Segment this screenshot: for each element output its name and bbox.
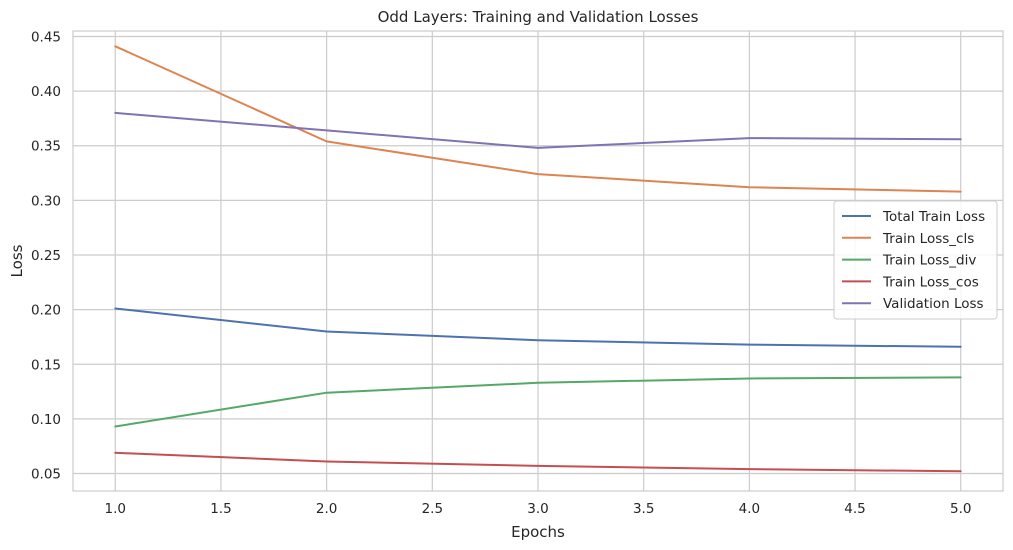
legend-label: Train Loss_cos: [882, 274, 979, 290]
y-tick-label: 0.15: [31, 357, 61, 373]
y-tick-label: 0.30: [31, 193, 61, 209]
y-tick-label: 0.05: [31, 467, 61, 483]
x-tick-label: 3.0: [527, 501, 548, 517]
x-tick-label: 2.0: [316, 501, 337, 517]
legend-box: [833, 200, 998, 320]
x-tick-label: 3.5: [633, 501, 654, 517]
plot-frame: [72, 30, 1004, 492]
legend-label: Validation Loss: [883, 296, 984, 312]
legend-label: Train Loss_div: [882, 253, 976, 269]
series-line-4: [114, 111, 962, 149]
x-tick-label: 2.5: [422, 501, 443, 517]
series-line-2: [114, 376, 962, 428]
x-tick-label: 1.5: [210, 501, 231, 517]
x-tick-label: 4.5: [844, 501, 865, 517]
series-line-3: [114, 451, 962, 473]
x-tick-label: 5.0: [950, 501, 971, 517]
series-line-0: [114, 307, 962, 348]
y-tick-label: 0.40: [31, 84, 61, 100]
y-tick-label: 0.20: [31, 303, 61, 319]
x-tick-labels: 1.0 1.5 2.0 2.5 3.0 3.5 4.0 4.5 5.0: [105, 501, 972, 517]
chart-title: Odd Layers: Training and Validation Loss…: [378, 8, 699, 26]
y-tick-label: 0.35: [31, 139, 61, 155]
y-tick-label: 0.45: [31, 29, 61, 45]
y-tick-labels: 0.05 0.10 0.15 0.20 0.25 0.30 0.35 0.40 0.45: [31, 29, 61, 482]
y-axis-title: Loss: [8, 244, 26, 277]
y-tick-label: 0.25: [31, 248, 61, 264]
series-line-1: [114, 45, 962, 193]
y-tick-label: 0.10: [31, 412, 61, 428]
legend-label: Total Train Loss: [882, 209, 985, 225]
x-tick-label: 1.0: [105, 501, 126, 517]
x-axis-title: Epochs: [511, 523, 565, 541]
series-lines: [114, 45, 962, 473]
legend: Total Train Loss Train Loss_cls Train Loss…: [833, 200, 998, 320]
x-tick-label: 4.0: [739, 501, 760, 517]
legend-label: Train Loss_cls: [882, 231, 974, 247]
